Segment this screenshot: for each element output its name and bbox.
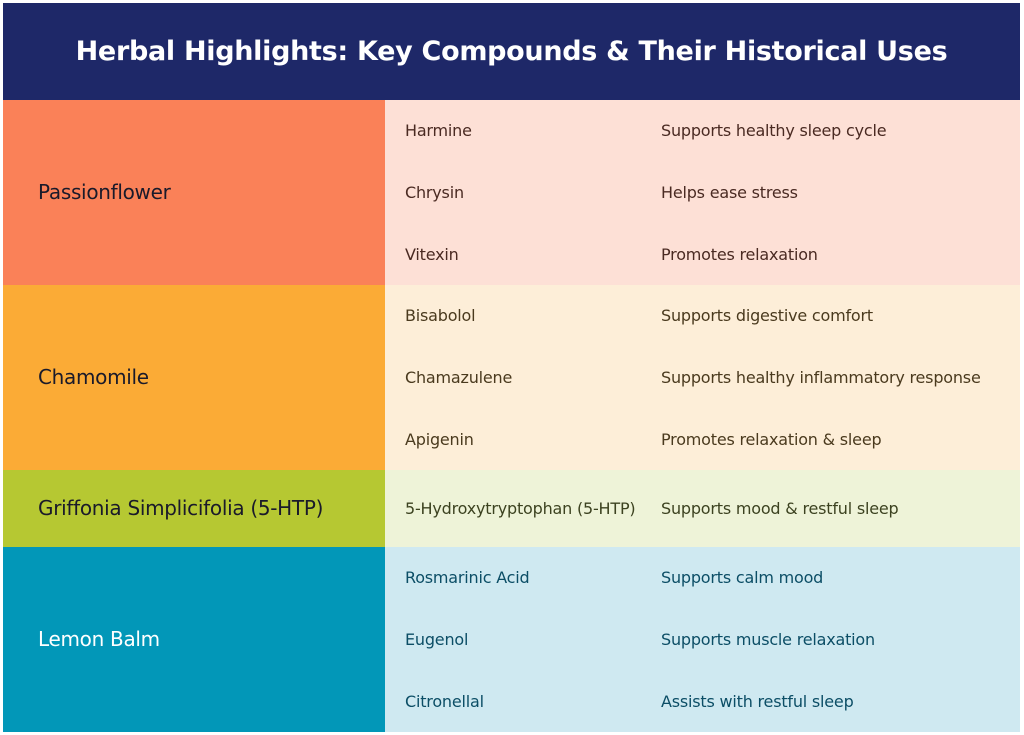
herb-groups: Passionflower Harmine Supports healthy sle… xyxy=(3,100,1020,732)
herb-name: Passionflower xyxy=(3,100,385,285)
compound-name: Vitexin xyxy=(405,244,459,264)
herb-name: Lemon Balm xyxy=(3,546,385,732)
compound-name: Apigenin xyxy=(405,429,474,449)
historical-use: Supports healthy sleep cycle xyxy=(661,121,887,141)
historical-use: Promotes relaxation xyxy=(661,244,818,264)
herb-group: Lemon Balm Rosmarinic Acid Supports calm m… xyxy=(3,546,1020,732)
compound-list: Rosmarinic Acid Supports calm mood Eugenol… xyxy=(385,546,1020,732)
historical-use: Helps ease stress xyxy=(661,183,798,203)
compound-name: Chamazulene xyxy=(405,368,513,387)
historical-use: Promotes relaxation & sleep xyxy=(661,429,882,449)
herb-group: Griffonia Simplicifolia (5-HTP) 5-Hydroxy… xyxy=(3,469,1020,547)
herb-group: Chamomile Bisabolol Supports digestive com… xyxy=(3,284,1020,470)
herb-name: Chamomile xyxy=(3,284,385,470)
table-row: 5-Hydroxytryptophan (5-HTP) Supports mood… xyxy=(385,470,1020,547)
herb-group: Passionflower Harmine Supports healthy sle… xyxy=(3,100,1020,285)
table-row: Chrysin Helps ease stress xyxy=(385,162,1020,224)
compound-name: Bisabolol xyxy=(405,306,476,326)
compound-name: Eugenol xyxy=(405,629,469,649)
historical-use: Supports mood & restful sleep xyxy=(661,498,899,518)
table-row: Eugenol Supports muscle relaxation xyxy=(385,609,1020,671)
compound-name: Harmine xyxy=(405,121,472,141)
compound-list: 5-Hydroxytryptophan (5-HTP) Supports mood… xyxy=(385,469,1020,547)
compound-list: Bisabolol Supports digestive comfort Chama… xyxy=(385,284,1020,470)
historical-use: Supports healthy inflammatory response xyxy=(661,368,981,387)
table-header: Herbal Highlights: Key Compounds & Their… xyxy=(3,3,1020,100)
table-row: Bisabolol Supports digestive comfort xyxy=(385,285,1020,347)
table-row: Vitexin Promotes relaxation xyxy=(385,223,1020,285)
compound-list: Harmine Supports healthy sleep cycle Chrys… xyxy=(385,100,1020,285)
table-row: Harmine Supports healthy sleep cycle xyxy=(385,100,1020,162)
historical-use: Supports digestive comfort xyxy=(661,306,873,326)
compound-name: 5-Hydroxytryptophan (5-HTP) xyxy=(405,498,636,518)
herb-name: Griffonia Simplicifolia (5-HTP) xyxy=(3,469,385,547)
historical-use: Supports muscle relaxation xyxy=(661,629,875,649)
page-title: Herbal Highlights: Key Compounds & Their… xyxy=(75,36,948,67)
table-row: Chamazulene Supports healthy inflammatory… xyxy=(385,347,1020,409)
historical-use: Supports calm mood xyxy=(661,568,824,588)
compound-name: Citronellal xyxy=(405,691,484,711)
herbal-table: Herbal Highlights: Key Compounds & Their… xyxy=(3,3,1020,733)
compound-name: Rosmarinic Acid xyxy=(405,568,530,588)
table-row: Citronellal Assists with restful sleep xyxy=(385,670,1020,732)
compound-name: Chrysin xyxy=(405,183,464,203)
table-row: Apigenin Promotes relaxation & sleep xyxy=(385,408,1020,470)
table-row: Rosmarinic Acid Supports calm mood xyxy=(385,547,1020,609)
historical-use: Assists with restful sleep xyxy=(661,691,854,711)
